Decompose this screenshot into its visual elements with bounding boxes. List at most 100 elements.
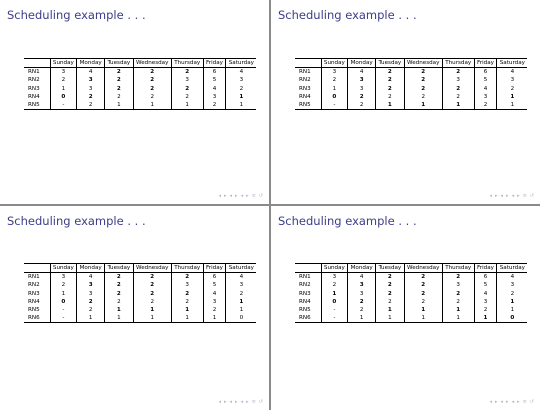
schedule-table: Sunday Monday Tuesday Wednesday Thursday Frid… xyxy=(295,58,528,110)
table-cell: 2 xyxy=(347,92,376,102)
nav-frame-icon[interactable]: ▸ xyxy=(517,399,520,405)
table-cell: 2 xyxy=(170,84,204,93)
table-cell: 3 xyxy=(347,289,376,298)
slide-title: Scheduling example . . . xyxy=(7,8,146,22)
nav-back-icon[interactable]: ↺ xyxy=(258,399,263,405)
nav-section-next-icon[interactable]: ▸ xyxy=(506,193,509,199)
table-cell: - xyxy=(49,101,77,110)
nav-section-next-icon[interactable]: ▸ xyxy=(235,193,238,199)
table-cell: 2 xyxy=(202,101,226,110)
table-cell: 4 xyxy=(202,289,226,298)
row-label: RN4 xyxy=(28,298,40,305)
nav-section-prev-icon[interactable]: ◂ xyxy=(229,399,233,405)
table-cell: 3 xyxy=(473,92,497,102)
table-cell: 2 xyxy=(104,92,134,102)
table-cell: 3 xyxy=(347,281,376,290)
nav-subsection-icon[interactable]: ◂ xyxy=(240,193,244,199)
table-row: RN3 1 3 2 2 2 4 2 xyxy=(295,289,528,298)
table-cell: 2 xyxy=(441,289,475,298)
nav-subsection-icon[interactable]: ◂ xyxy=(511,193,515,199)
row-label: RN6 xyxy=(28,315,40,322)
navigation-bar: ◂ ▸ ◂ ▸ ◂ ▸ ≡ ↺ xyxy=(219,399,264,405)
column-header: Thursday xyxy=(170,263,204,273)
table-cell: 2 xyxy=(441,84,475,93)
column-header: Saturday xyxy=(225,58,257,68)
table-cell: 2 xyxy=(403,84,443,93)
column-header: Friday xyxy=(202,263,226,273)
table-cell: 2 xyxy=(441,67,475,77)
nav-search-icon[interactable]: ≡ xyxy=(251,193,256,199)
table-cell: 1 xyxy=(403,306,443,315)
nav-frame-icon[interactable]: ▸ xyxy=(246,193,249,199)
table-row: RN1 3 4 2 2 2 6 4 xyxy=(24,272,257,282)
slide-title: Scheduling example . . . xyxy=(278,214,417,228)
table-row: RN5-2 1 1 1 2 1 xyxy=(24,101,257,110)
table-cell: 1 xyxy=(104,101,134,110)
table-row: RN6-1 1 1 1 1 0 xyxy=(295,314,528,323)
nav-prev-icon[interactable]: ▸ xyxy=(495,399,498,405)
table-cell: 2 xyxy=(403,92,443,102)
nav-prev-icon[interactable]: ▸ xyxy=(224,399,227,405)
table-cell: 1 xyxy=(403,314,443,323)
nav-first-icon[interactable]: ◂ xyxy=(489,193,493,199)
row-label: RN5 xyxy=(28,102,40,109)
table-cell: 2 xyxy=(473,101,497,110)
table-cell: 0 xyxy=(49,92,77,102)
nav-section-prev-icon[interactable]: ◂ xyxy=(500,193,504,199)
schedule-table: Sunday Monday Tuesday Wednesday Thursday Frid… xyxy=(24,58,257,110)
column-header: Saturday xyxy=(496,263,528,273)
table-cell: 1 xyxy=(375,314,405,323)
nav-frame-icon[interactable]: ▸ xyxy=(246,399,249,405)
table-cell: 4 xyxy=(496,67,528,77)
corner-cell xyxy=(295,264,321,273)
nav-search-icon[interactable]: ≡ xyxy=(251,399,256,405)
nav-prev-icon[interactable]: ▸ xyxy=(495,193,498,199)
table-cell: 2 xyxy=(375,281,405,290)
column-header: Sunday xyxy=(49,58,77,68)
nav-back-icon[interactable]: ↺ xyxy=(258,193,263,199)
table-cell: 4 xyxy=(473,289,497,298)
table-cell: 2 xyxy=(76,297,105,307)
table-cell: 2 xyxy=(104,281,134,290)
table-cell: - xyxy=(320,314,348,323)
nav-first-icon[interactable]: ◂ xyxy=(218,399,222,405)
nav-subsection-icon[interactable]: ◂ xyxy=(511,399,515,405)
table-cell: 2 xyxy=(104,84,134,93)
table-cell: 2 xyxy=(375,76,405,85)
table-cell: 1 xyxy=(170,314,204,323)
table-cell: 2 xyxy=(347,306,376,315)
table-cell: 2 xyxy=(320,76,348,85)
table-cell: 1 xyxy=(441,314,475,323)
table-cell: 2 xyxy=(104,67,134,77)
table-cell: 2 xyxy=(104,76,134,85)
nav-frame-icon[interactable]: ▸ xyxy=(517,193,520,199)
nav-section-prev-icon[interactable]: ◂ xyxy=(229,193,233,199)
table-cell: 3 xyxy=(202,92,226,102)
table-row: RN1 3 4 2 2 2 6 4 xyxy=(24,67,257,77)
nav-search-icon[interactable]: ≡ xyxy=(522,399,527,405)
nav-prev-icon[interactable]: ▸ xyxy=(224,193,227,199)
table-cell: 3 xyxy=(76,76,105,85)
nav-section-prev-icon[interactable]: ◂ xyxy=(500,399,504,405)
nav-section-next-icon[interactable]: ▸ xyxy=(506,399,509,405)
nav-back-icon[interactable]: ↺ xyxy=(529,193,534,199)
table-header-row: Sunday Monday Tuesday Wednesday Thursday Frid… xyxy=(24,58,257,68)
table-cell: 1 xyxy=(132,101,172,110)
table-cell: 3 xyxy=(49,272,77,282)
column-header: Tuesday xyxy=(375,58,405,68)
table-cell: 2 xyxy=(76,92,105,102)
nav-section-next-icon[interactable]: ▸ xyxy=(235,399,238,405)
table-cell: 4 xyxy=(225,67,257,77)
nav-search-icon[interactable]: ≡ xyxy=(522,193,527,199)
nav-first-icon[interactable]: ◂ xyxy=(218,193,222,199)
corner-cell xyxy=(24,59,50,68)
nav-first-icon[interactable]: ◂ xyxy=(489,399,493,405)
nav-subsection-icon[interactable]: ◂ xyxy=(240,399,244,405)
row-label: RN1 xyxy=(299,69,311,76)
table-cell: 3 xyxy=(320,272,348,282)
table-cell: 2 xyxy=(132,76,172,85)
nav-back-icon[interactable]: ↺ xyxy=(529,399,534,405)
table-cell: 3 xyxy=(473,297,497,307)
table-cell: 1 xyxy=(496,92,528,102)
table-row: RN5-2 1 1 1 2 1 xyxy=(295,306,528,315)
